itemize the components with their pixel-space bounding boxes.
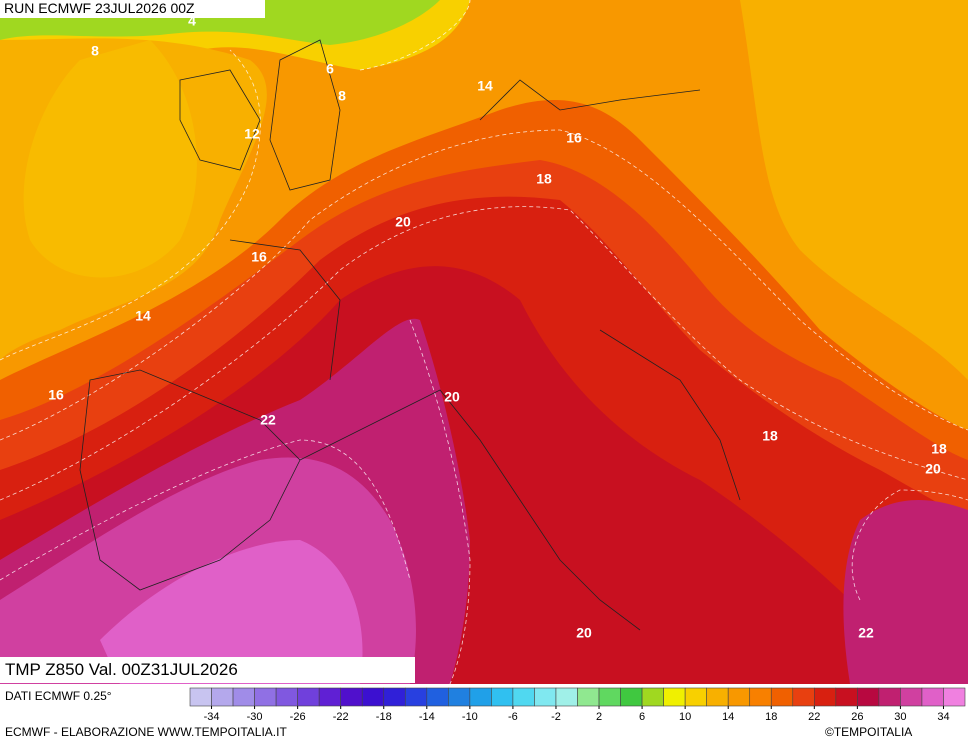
colorbar-swatch: [361, 687, 385, 707]
map-title: TMP Z850 Val. 00Z31JUL2026: [5, 660, 238, 679]
colorbar-swatch: [297, 687, 320, 707]
contour-label: 16: [251, 249, 267, 265]
contour-label: 16: [48, 387, 64, 403]
colorbar-swatch: [641, 687, 664, 707]
copyright: ©TEMPOITALIA: [825, 725, 912, 739]
colorbar-swatch: [512, 687, 535, 707]
colorbar-swatch: [835, 687, 858, 707]
colorbar-swatch: [814, 687, 837, 707]
colorbar-swatch: [491, 687, 514, 707]
colorbar-tick-label: 10: [679, 711, 691, 723]
contour-label: 16: [566, 130, 582, 146]
colorbar-tick-label: -10: [462, 711, 478, 723]
contour-label: 20: [576, 625, 592, 641]
colorbar: -34 -30 -26 -22 -18 -14 -10 -6 -2 2 6 10 14 18 22 26 30 3…: [189, 687, 966, 723]
colorbar-tick-label: -6: [508, 711, 518, 723]
colorbar-swatch: [598, 687, 621, 707]
coastlines: [79, 39, 741, 631]
contour-label: 14: [135, 308, 151, 324]
colorbar-swatch: [577, 687, 600, 707]
contours: [0, 0, 968, 685]
colorbar-swatch: [684, 687, 707, 707]
colorbar-swatch: [620, 687, 643, 707]
colorbar-tick-label: -30: [247, 711, 263, 723]
colorbar-swatch: [232, 687, 255, 707]
colorbar-swatch: [792, 687, 815, 707]
colorbar-swatch: [921, 687, 944, 707]
colorbar-swatch: [727, 687, 751, 707]
contour-label: 18: [536, 171, 552, 187]
colorbar-swatch: [857, 687, 880, 707]
colorbar-tick-label: -14: [419, 711, 435, 723]
colorbar-swatch: [943, 687, 966, 707]
colorbar-tick-label: 14: [722, 711, 734, 723]
colorbar-swatch: [426, 687, 449, 707]
contour-label: 20: [395, 214, 411, 230]
contour-label: 22: [858, 625, 874, 641]
colorbar-swatch: [663, 687, 686, 707]
contour-label: 8: [91, 43, 99, 59]
colorbar-swatch: [211, 687, 234, 707]
colorbar-tick-label: -26: [290, 711, 306, 723]
contour-label: 12: [244, 126, 260, 142]
colorbar-swatch: [770, 687, 794, 707]
colorbar-swatch: [900, 687, 923, 707]
colorbar-swatch: [189, 687, 212, 707]
colorbar-tick-label: -18: [376, 711, 392, 723]
contour-label: 20: [925, 461, 941, 477]
contour-label: 6: [326, 61, 334, 77]
run-box: [0, 0, 265, 18]
contour-label: 18: [762, 428, 778, 444]
contour-label: 22: [260, 412, 276, 428]
title-box: [0, 657, 415, 683]
colorbar-tick-label: -34: [204, 711, 220, 723]
colorbar-tick-label: 18: [765, 711, 777, 723]
colorbar-label: DATI ECMWF 0.25°: [5, 689, 112, 703]
colorbar-swatch: [318, 687, 341, 707]
contour-label: 20: [444, 389, 460, 405]
contour-label: 4: [188, 13, 196, 29]
colorbar-swatch: [275, 687, 298, 707]
temperature-field: [0, 0, 968, 684]
colorbar-tick-label: -2: [551, 711, 561, 723]
colorbar-swatch: [469, 687, 492, 707]
colorbar-swatch: [706, 687, 729, 707]
colorbar-swatch: [340, 687, 363, 707]
colorbar-swatch: [534, 687, 557, 707]
contour-label: 8: [338, 88, 346, 104]
credit: ECMWF - ELABORAZIONE WWW.TEMPOITALIA.IT: [5, 725, 287, 739]
colorbar-swatch: [448, 687, 471, 707]
colorbar-swatch: [749, 687, 772, 707]
colorbar-swatch: [404, 687, 428, 707]
colorbar-tick-label: 34: [937, 711, 949, 723]
colorbar-tick-label: 6: [639, 711, 645, 723]
colorbar-tick-label: 26: [851, 711, 863, 723]
colorbar-swatch: [383, 687, 406, 707]
colorbar-swatch: [254, 687, 277, 707]
contour-label: 14: [477, 78, 493, 94]
colorbar-tick-label: 22: [808, 711, 820, 723]
contour-label: 18: [931, 441, 947, 457]
colorbar-tick-label: 2: [596, 711, 602, 723]
colorbar-tick-label: -22: [333, 711, 349, 723]
colorbar-tick-label: 30: [894, 711, 906, 723]
run-label: RUN ECMWF 23JUL2026 00Z: [4, 0, 195, 16]
colorbar-swatch: [555, 687, 578, 707]
colorbar-swatch: [878, 687, 901, 707]
